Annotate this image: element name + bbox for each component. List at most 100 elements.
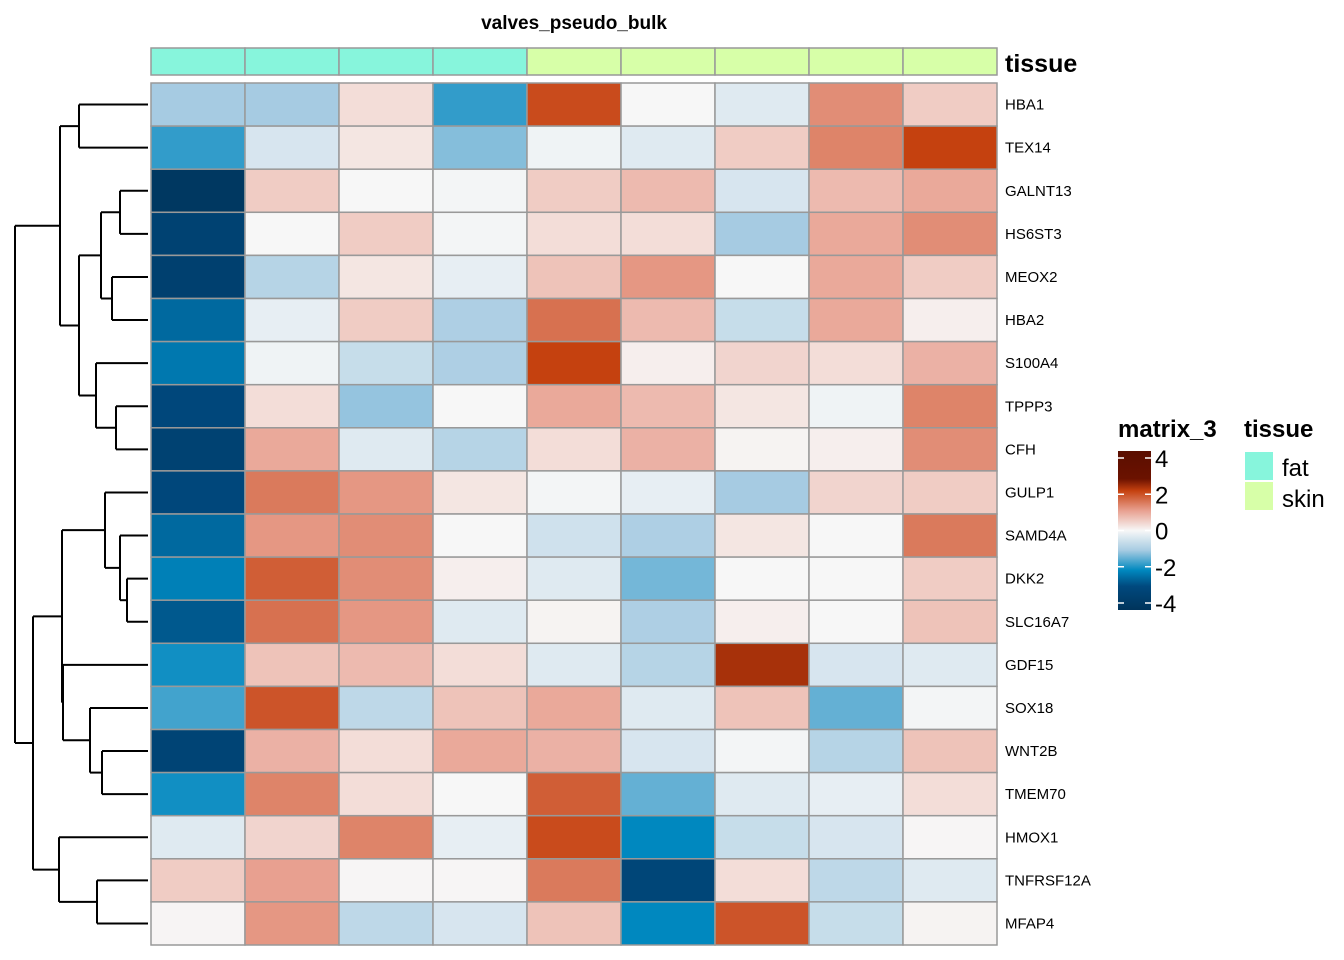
heatmap-cell (150, 82, 246, 127)
heatmap-cell (150, 685, 246, 731)
annotation-cell-skin (620, 47, 716, 76)
annotation-cell-skin (714, 47, 810, 76)
heatmap-cell (808, 858, 904, 903)
row-label: TMEM70 (1005, 786, 1066, 803)
heatmap-cell (902, 125, 998, 170)
heatmap-cell (620, 383, 716, 429)
heatmap-cell (338, 211, 434, 257)
column-annotation (150, 47, 998, 76)
heatmap-cell (150, 771, 246, 817)
heatmap-cell (714, 513, 810, 558)
heatmap-cell (808, 383, 904, 429)
heatmap-cell (338, 728, 434, 774)
heatmap-cell (338, 814, 434, 860)
heatmap-cell (808, 556, 904, 601)
heatmap-cell (526, 340, 622, 386)
row-label: TNFRSF12A (1005, 872, 1091, 889)
color-legend-tick: 0 (1155, 519, 1168, 546)
heatmap-cell (808, 771, 904, 817)
heatmap-cell (432, 685, 528, 731)
heatmap-cell (526, 513, 622, 558)
heatmap-cell (244, 599, 340, 645)
heatmap-cell (620, 125, 716, 170)
heatmap-cell (620, 728, 716, 774)
annotation-cell-skin (808, 47, 904, 76)
row-label: WNT2B (1005, 743, 1058, 760)
heatmap-cell (620, 340, 716, 386)
heatmap-cell (714, 858, 810, 903)
heatmap-cell (808, 513, 904, 558)
heatmap-cell (808, 82, 904, 127)
row-label: TEX14 (1005, 140, 1051, 157)
heatmap-cell (526, 728, 622, 774)
heatmap-cell (338, 125, 434, 170)
heatmap-cell (150, 556, 246, 601)
heatmap-cell (432, 168, 528, 214)
row-label: CFH (1005, 441, 1036, 458)
heatmap-cell (338, 901, 434, 946)
heatmap-cell (338, 513, 434, 558)
heatmap-cell (902, 211, 998, 257)
heatmap-cell (526, 383, 622, 429)
heatmap-cell (714, 427, 810, 472)
annotation-label: tissue (1005, 50, 1077, 78)
row-label: GDF15 (1005, 657, 1053, 674)
heatmap-cell (620, 297, 716, 343)
heatmap-cell (338, 771, 434, 817)
heatmap-cell (714, 556, 810, 601)
heatmap-cell (902, 513, 998, 558)
heatmap-cell (902, 858, 998, 903)
chart-title: valves_pseudo_bulk (481, 13, 667, 34)
heatmap-cell (902, 728, 998, 774)
heatmap-cell (902, 814, 998, 860)
heatmap-cell (620, 470, 716, 515)
heatmap-cell (150, 125, 246, 170)
heatmap-cell (902, 168, 998, 214)
heatmap-cell (620, 211, 716, 257)
heatmap-cell (714, 599, 810, 645)
heatmap-cell (432, 642, 528, 688)
heatmap-cell (902, 642, 998, 688)
heatmap-cell (902, 901, 998, 946)
heatmap-cell (150, 814, 246, 860)
heatmap-cell (808, 728, 904, 774)
heatmap-cell (808, 125, 904, 170)
heatmap-cell (620, 642, 716, 688)
row-label: SLC16A7 (1005, 614, 1069, 631)
heatmap-cell (432, 82, 528, 127)
heatmap-cell (902, 383, 998, 429)
heatmap-cell (526, 771, 622, 817)
heatmap-cell (432, 556, 528, 601)
heatmap-cell (338, 599, 434, 645)
color-legend-tick: -4 (1155, 591, 1176, 618)
row-label: TPPP3 (1005, 398, 1053, 415)
row-label: DKK2 (1005, 571, 1044, 588)
heatmap-cell (620, 513, 716, 558)
heatmap-cell (526, 470, 622, 515)
heatmap-cell (338, 685, 434, 731)
heatmap-cell (338, 383, 434, 429)
heatmap-cell (526, 125, 622, 170)
heatmap-cell (150, 642, 246, 688)
annotation-cell-fat (244, 47, 340, 76)
legend-swatch-fat (1245, 452, 1273, 480)
heatmap-cell (432, 470, 528, 515)
heatmap-cell (244, 297, 340, 343)
color-legend-tick: -2 (1155, 555, 1176, 582)
row-label: SOX18 (1005, 700, 1053, 717)
color-legend: matrix_3 4 2 0 -2 -4 (1118, 416, 1217, 618)
heatmap-cell (714, 125, 810, 170)
heatmap-cell (338, 168, 434, 214)
heatmap-cell (150, 470, 246, 515)
heatmap-cell (526, 427, 622, 472)
heatmap-cell (244, 728, 340, 774)
heatmap-cells (150, 82, 998, 946)
heatmap-cell (338, 642, 434, 688)
heatmap-cell (714, 211, 810, 257)
annotation-cell-fat (150, 47, 246, 76)
heatmap-cell (620, 814, 716, 860)
row-label: GULP1 (1005, 484, 1054, 501)
heatmap-cell (902, 599, 998, 645)
annotation-cell-skin (526, 47, 622, 76)
row-label: MEOX2 (1005, 269, 1058, 286)
